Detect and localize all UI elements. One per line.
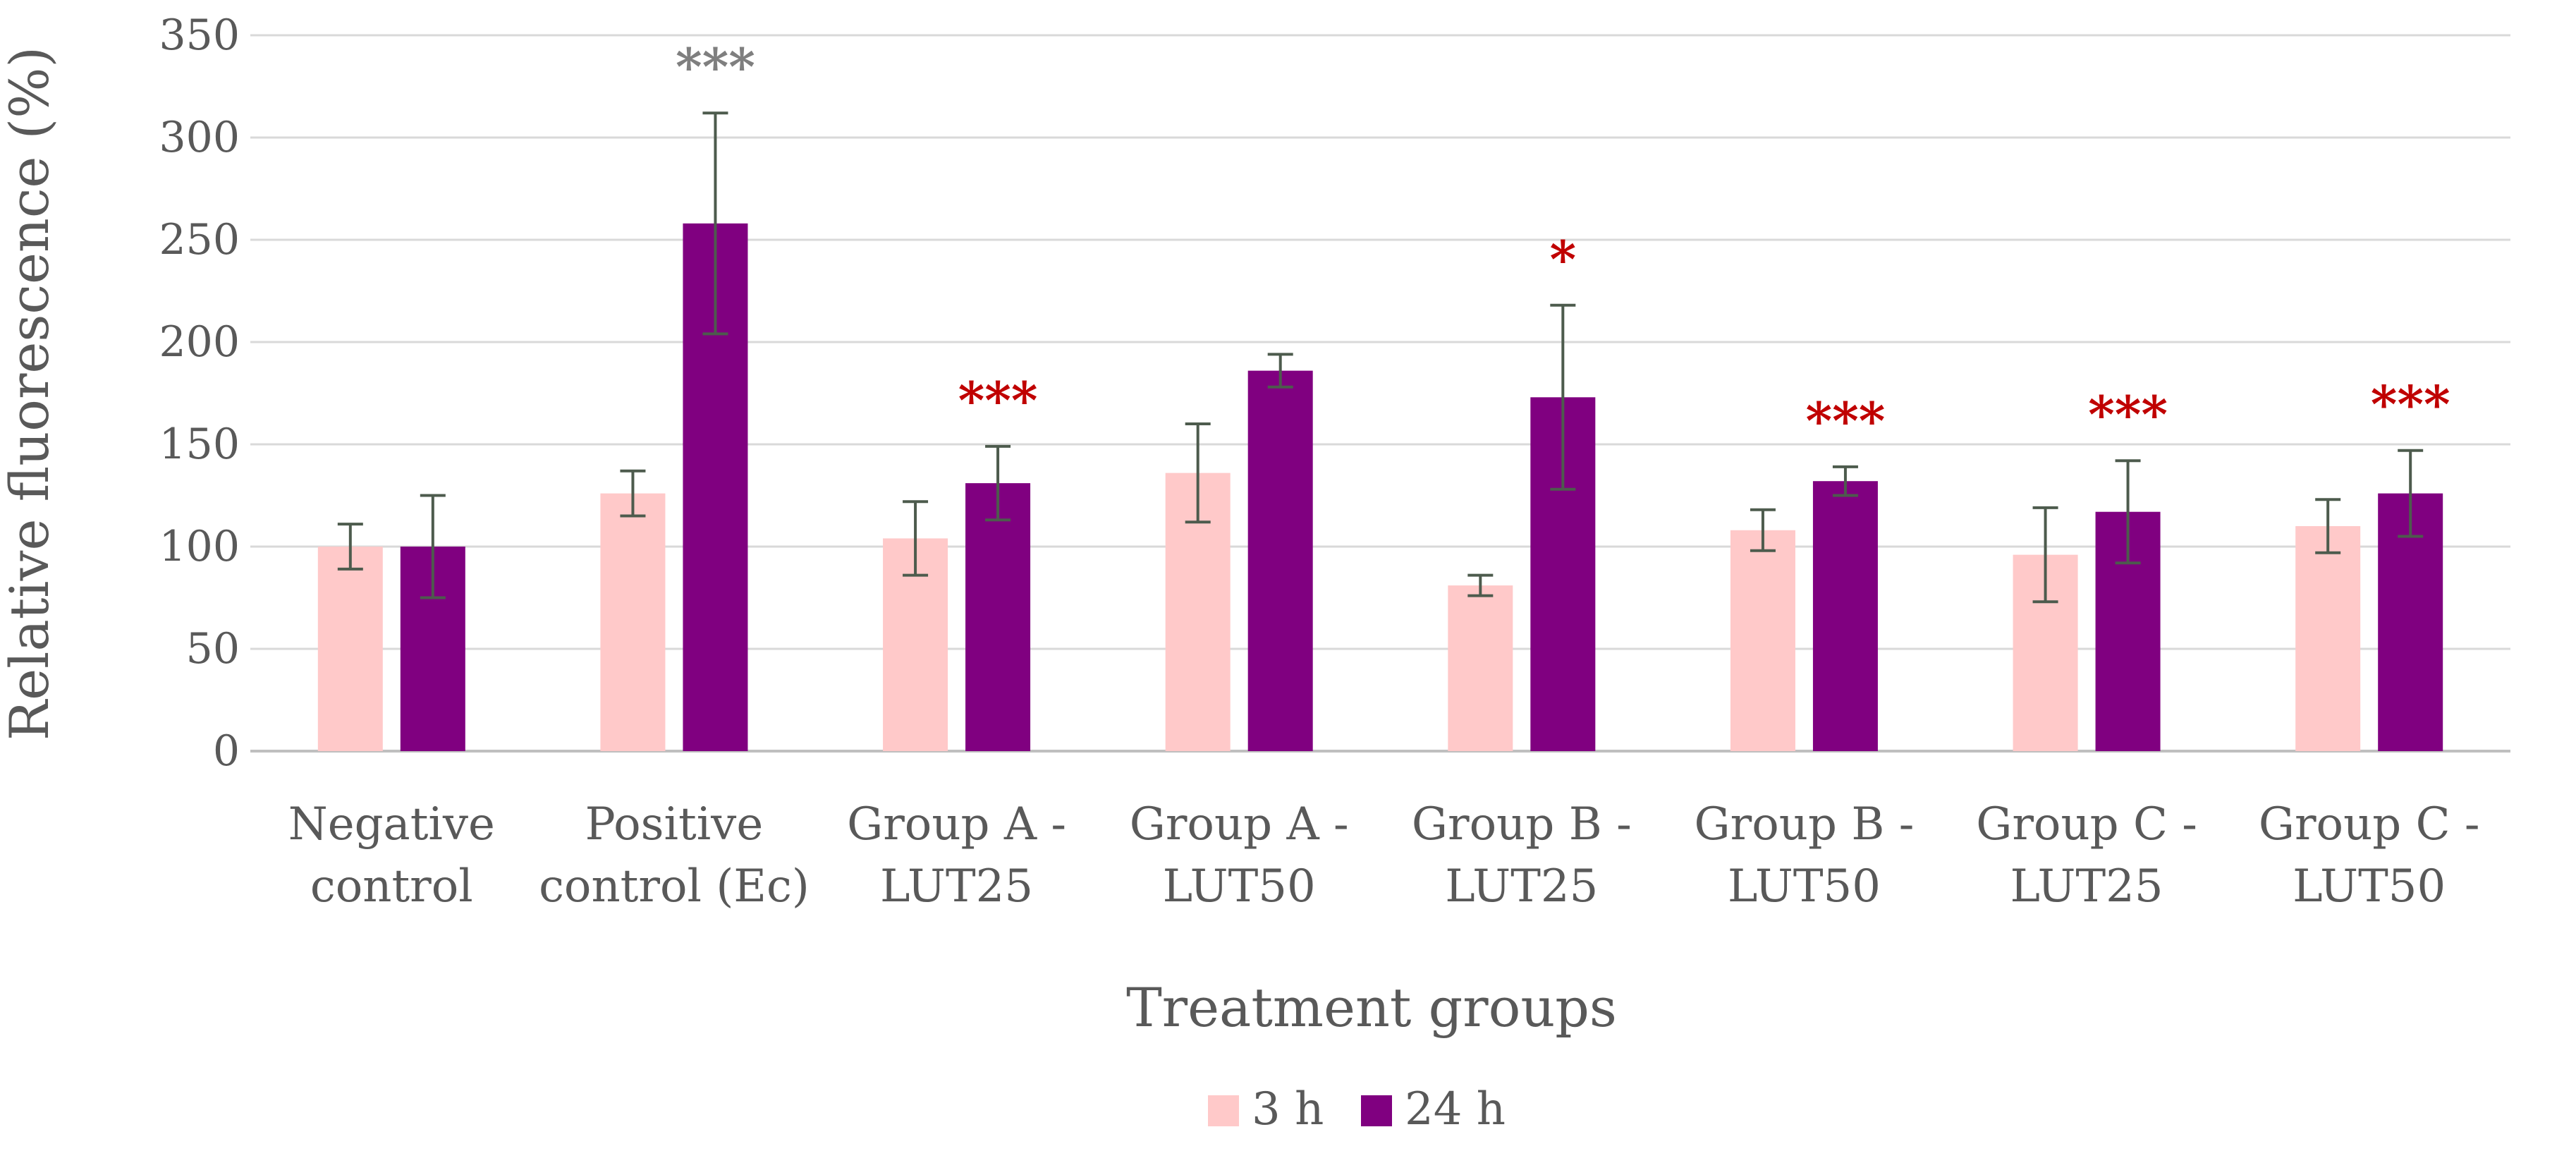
x-tick-label-line: Group C -	[1976, 798, 2197, 851]
x-tick-label-line: LUT25	[1445, 860, 1598, 913]
bar	[1247, 370, 1313, 751]
x-tick-label: Group A - LUT50	[1130, 798, 1349, 913]
legend-swatch-3h	[1208, 1095, 1239, 1126]
x-tick-label-line: LUT50	[2293, 860, 2446, 913]
y-tick-label: 50	[186, 624, 240, 674]
bars	[317, 223, 2443, 751]
legend-label-24h: 24 h	[1405, 1083, 1506, 1135]
y-tick-label: 0	[213, 726, 240, 776]
y-tick-label: 250	[159, 215, 240, 264]
x-tick-label-line: control	[310, 860, 473, 913]
y-tick-label: 150	[159, 420, 240, 469]
bar	[1812, 481, 1878, 751]
x-tick-label-line: LUT25	[880, 860, 1033, 913]
y-tick-label: 300	[159, 113, 240, 162]
x-tick-label-line: LUT50	[1163, 860, 1316, 913]
legend-label-3h: 3 h	[1252, 1083, 1324, 1135]
bar	[600, 493, 666, 751]
x-tick-label-line: Negative	[288, 798, 495, 851]
x-tick-label-line: Group A -	[1130, 798, 1349, 851]
legend: 3 h 24 h	[1208, 1083, 1506, 1135]
x-tick-label: Group B - LUT25	[1412, 798, 1632, 913]
x-tick-label: Group B - LUT50	[1695, 798, 1915, 913]
significance-marker: ***	[676, 37, 755, 97]
x-tick-label-line: Group A -	[847, 798, 1066, 851]
x-tick-label-line: Group C -	[2259, 798, 2480, 851]
bar	[1448, 585, 1513, 751]
significance-markers: ********** *** ***	[676, 37, 2450, 451]
bar	[1730, 530, 1795, 751]
bar	[317, 547, 383, 751]
y-axis-title: Relative fluorescence (%)	[0, 47, 61, 741]
x-tick-label: Positive control (Ec)	[539, 798, 810, 913]
x-axis-title: Treatment groups	[1126, 976, 1617, 1039]
x-tick-label-line: control (Ec)	[539, 860, 810, 913]
x-tick-label-line: Group B -	[1412, 798, 1632, 851]
bar	[2295, 526, 2361, 751]
x-tick-label-line: LUT25	[2010, 860, 2163, 913]
gridlines	[250, 34, 2510, 753]
y-tick-label: 100	[159, 522, 240, 571]
y-axis-ticks: 0 50 100 150 200 250 300 350	[159, 11, 240, 776]
x-tick-label: Group C - LUT50	[2259, 798, 2480, 913]
error-bars	[337, 111, 2424, 604]
significance-marker: ***	[2371, 374, 2450, 434]
x-tick-label-line: Group B -	[1695, 798, 1915, 851]
bar	[965, 483, 1031, 751]
x-tick-label-line: LUT50	[1728, 860, 1881, 913]
significance-marker: ***	[2088, 384, 2168, 444]
y-tick-label: 200	[159, 317, 240, 367]
x-axis-categories: Negative control Positive control (Ec) Group…	[288, 798, 2480, 913]
x-tick-label: Group C - LUT25	[1976, 798, 2197, 913]
y-tick-label: 350	[159, 11, 240, 60]
significance-marker: ***	[1805, 391, 1885, 451]
x-tick-label-line: Positive	[585, 798, 764, 851]
x-tick-label: Negative control	[288, 798, 495, 913]
significance-marker: *	[1549, 229, 1576, 289]
x-tick-label: Group A - LUT25	[847, 798, 1066, 913]
significance-marker: ***	[958, 370, 1038, 430]
legend-swatch-24h	[1361, 1095, 1392, 1126]
